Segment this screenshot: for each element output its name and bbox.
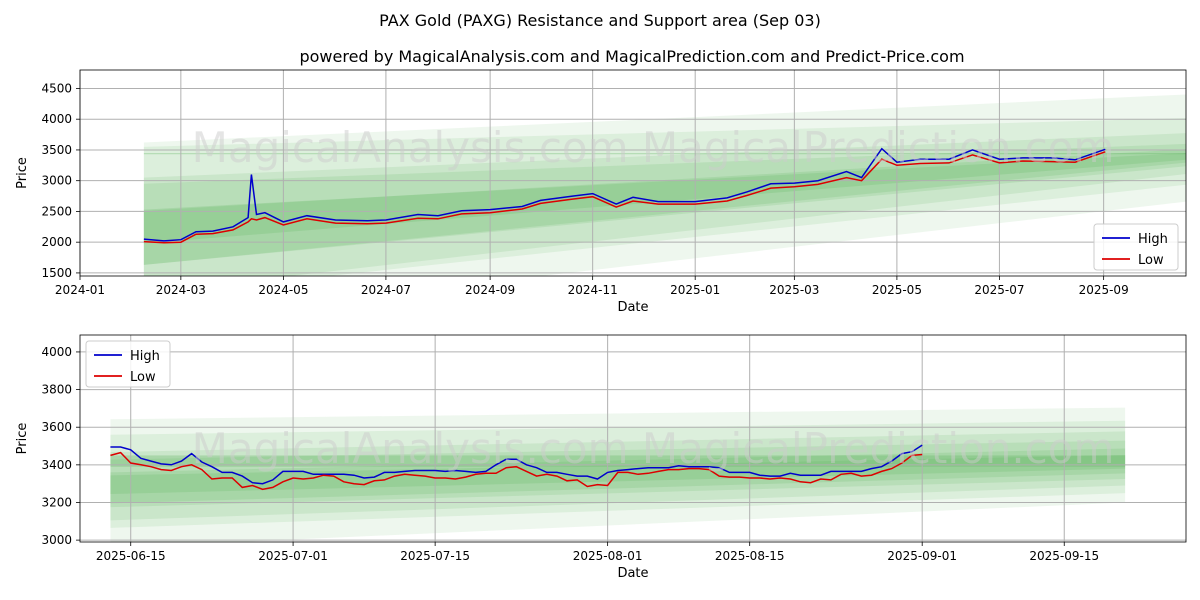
bottom-y-tick-label: 3600 bbox=[41, 420, 72, 434]
top-y-axis-label: Price bbox=[15, 157, 30, 189]
top-x-tick-label: 2025-09 bbox=[1079, 283, 1129, 297]
top-y-tick-label: 3000 bbox=[41, 174, 72, 188]
bottom-y-tick-label: 4000 bbox=[41, 345, 72, 359]
top-series-low-line bbox=[143, 151, 1106, 244]
top-legend-label-low: Low bbox=[1138, 253, 1164, 268]
figure-title: PAX Gold (PAXG) Resistance and Support a… bbox=[379, 11, 821, 30]
top-x-tick-label: 2025-07 bbox=[974, 283, 1024, 297]
bottom-chart: 2025-06-15 2025-07-01 2025-07-15 2025-08-01… bbox=[15, 334, 1187, 581]
top-x-tick-label: 2024-03 bbox=[156, 283, 206, 297]
bottom-y-tick-label: 3400 bbox=[41, 458, 72, 472]
bottom-x-tick-label: 2025-08-15 bbox=[715, 549, 785, 563]
bottom-legend-label-high: High bbox=[130, 349, 160, 364]
top-x-tick-label: 2025-01 bbox=[670, 283, 720, 297]
top-x-tick-label: 2024-07 bbox=[361, 283, 411, 297]
top-chart: 2024-01 2024-03 2024-05 2024-07 2024-09 2024-… bbox=[15, 69, 1187, 315]
top-legend: High Low bbox=[1093, 223, 1179, 271]
top-y-tick-label: 3500 bbox=[41, 143, 72, 157]
bottom-x-tick-label: 2025-08-01 bbox=[573, 549, 643, 563]
top-y-tick-label: 2000 bbox=[41, 235, 72, 249]
top-axes-frame bbox=[79, 69, 1187, 277]
top-x-axis-label: Date bbox=[617, 300, 648, 315]
top-watermark: MagicalAnalysis.com MagicalPrediction.co… bbox=[192, 123, 1115, 172]
bottom-series-high-line bbox=[110, 444, 923, 485]
bottom-x-tick-label: 2025-09-15 bbox=[1029, 549, 1099, 563]
top-x-tick-label: 2025-05 bbox=[872, 283, 922, 297]
top-y-tick-label: 4000 bbox=[41, 112, 72, 126]
top-y-tick-label: 2500 bbox=[41, 204, 72, 218]
bottom-x-tick-label: 2025-09-01 bbox=[887, 549, 957, 563]
bottom-y-tick-label: 3000 bbox=[41, 533, 72, 547]
top-legend-label-high: High bbox=[1138, 232, 1168, 247]
top-y-tick-label: 4500 bbox=[41, 81, 72, 95]
bottom-legend: High Low bbox=[85, 340, 171, 388]
bottom-y-tick-label: 3200 bbox=[41, 495, 72, 509]
bottom-band-area bbox=[110, 407, 1126, 542]
figure-subtitle: powered by MagicalAnalysis.com and Magic… bbox=[299, 47, 964, 66]
top-x-tick-label: 2025-03 bbox=[769, 283, 819, 297]
top-x-tick-label: 2024-01 bbox=[55, 283, 105, 297]
bottom-watermark: MagicalAnalysis.com MagicalPrediction.co… bbox=[192, 424, 1115, 473]
bottom-x-axis-label: Date bbox=[617, 566, 648, 581]
bottom-series-low-line bbox=[110, 451, 923, 491]
bottom-x-tick-label: 2025-07-01 bbox=[258, 549, 328, 563]
top-x-tick-label: 2024-05 bbox=[258, 283, 308, 297]
bottom-x-tick-label: 2025-07-15 bbox=[400, 549, 470, 563]
top-x-tick-label: 2024-09 bbox=[465, 283, 515, 297]
bottom-y-axis-label: Price bbox=[15, 423, 30, 455]
top-y-tick-label: 1500 bbox=[41, 266, 72, 280]
bottom-axes-frame bbox=[79, 334, 1187, 543]
bottom-x-tick-label: 2025-06-15 bbox=[96, 549, 166, 563]
top-series-high-line bbox=[143, 147, 1106, 242]
bottom-legend-label-low: Low bbox=[130, 370, 156, 385]
bottom-y-tick-label: 3800 bbox=[41, 383, 72, 397]
top-x-tick-label: 2024-11 bbox=[568, 283, 618, 297]
